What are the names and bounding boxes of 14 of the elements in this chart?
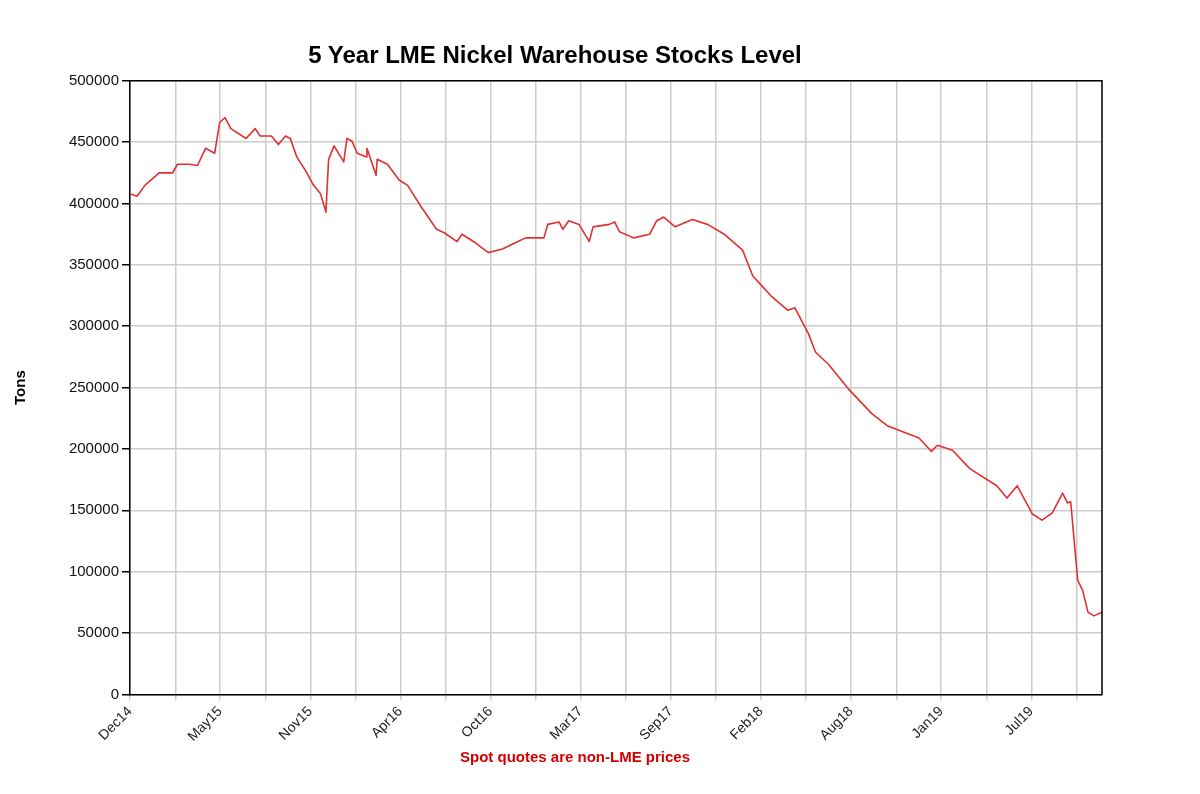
y-tick-label: 250000: [68, 377, 119, 395]
y-tick-label: 400000: [68, 193, 119, 211]
y-tick-label: 350000: [68, 255, 119, 273]
text: Spot quotes are non-LME prices: [459, 748, 691, 765]
y-tick-label: 200000: [68, 439, 119, 457]
y-tick-label: 450000: [68, 132, 119, 150]
y-tick-label: 50000: [77, 623, 119, 641]
y-tick-label: 150000: [68, 500, 119, 518]
y-tick-label: 0: [110, 684, 119, 702]
chart-title: 5 Year LME Nickel Warehouse Stocks Level: [308, 41, 802, 69]
y-axis-title: Tons: [11, 370, 29, 405]
y-tick-label: 300000: [68, 316, 119, 334]
y-tick-label: 100000: [68, 561, 119, 579]
y-tick-label: 500000: [68, 70, 119, 88]
